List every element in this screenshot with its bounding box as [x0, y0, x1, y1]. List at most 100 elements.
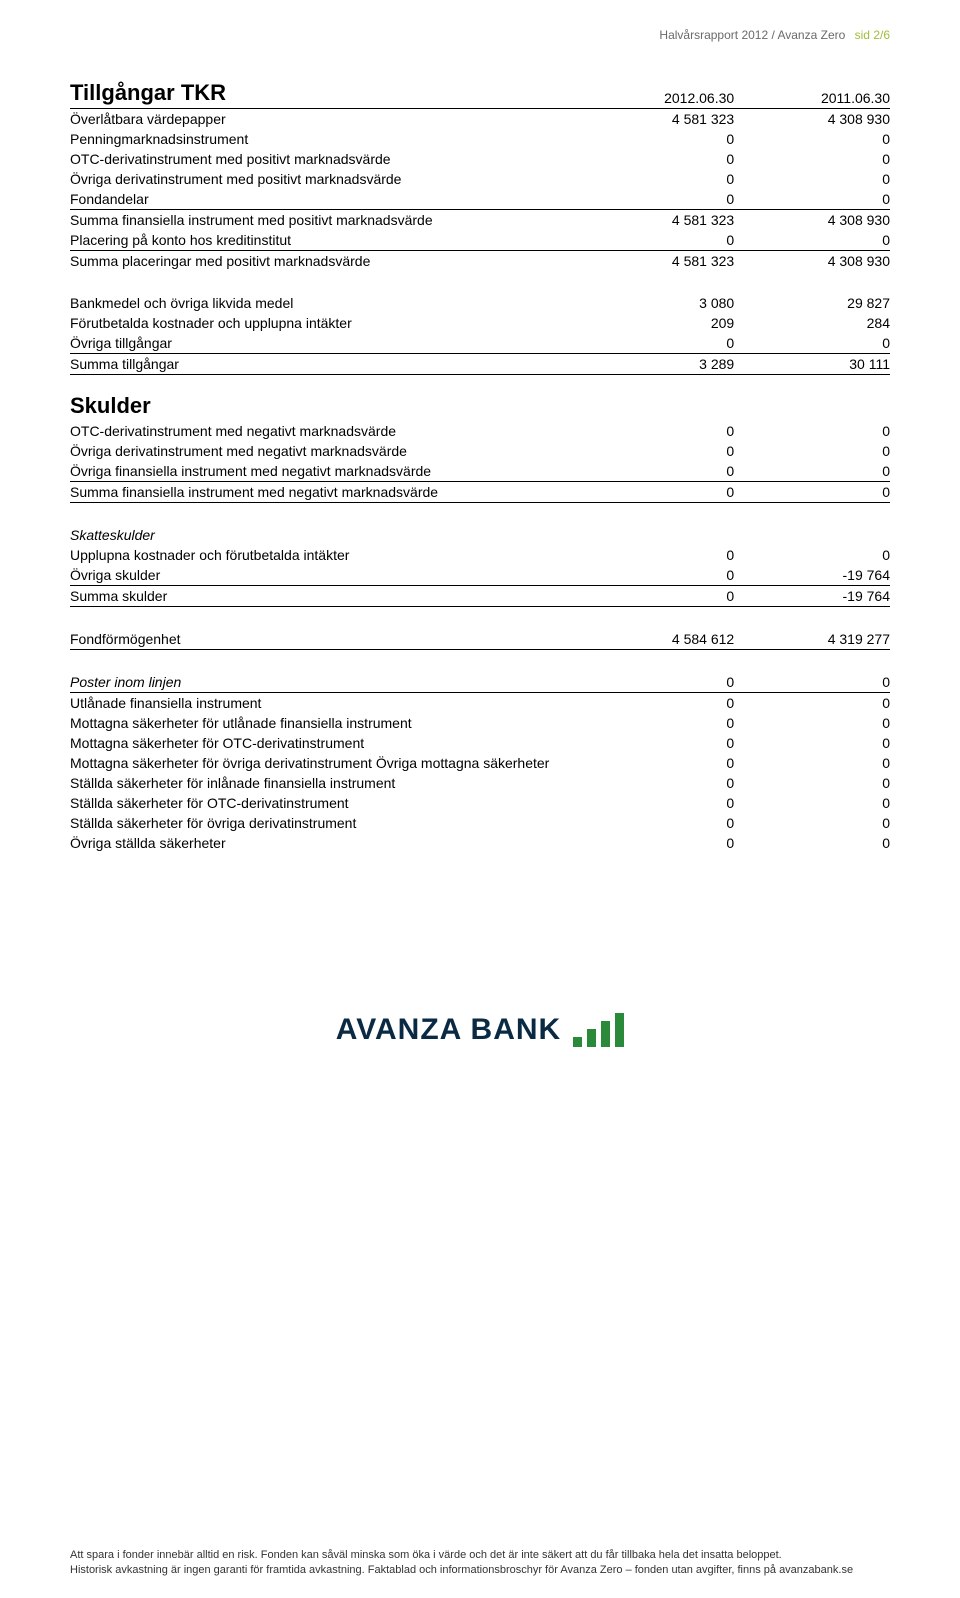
- row-val: 0: [734, 693, 890, 714]
- row-val: 0: [578, 672, 734, 693]
- col-2011: 2011.06.30: [734, 78, 890, 109]
- row-label: Övriga derivatinstrument med positivt ma…: [70, 169, 578, 189]
- col-2012: 2012.06.30: [578, 78, 734, 109]
- tax-heading: Skatteskulder: [70, 525, 578, 545]
- row-val: 0: [734, 733, 890, 753]
- row-val: 0: [734, 230, 890, 251]
- row-val: -19 764: [734, 565, 890, 586]
- row-val: 0: [578, 461, 734, 482]
- row-val: 0: [734, 421, 890, 441]
- row-label: Summa finansiella instrument med positiv…: [70, 210, 578, 231]
- row-label: Penningmarknadsinstrument: [70, 129, 578, 149]
- fund-val: 4 319 277: [734, 629, 890, 650]
- row-val: 0: [734, 545, 890, 565]
- row-val: 0: [578, 441, 734, 461]
- row-val: 0: [578, 149, 734, 169]
- row-label: Placering på konto hos kreditinstitut: [70, 230, 578, 251]
- row-val: 0: [578, 129, 734, 149]
- row-val: 0: [734, 169, 890, 189]
- fund-val: 4 584 612: [578, 629, 734, 650]
- bars-icon: [573, 1013, 624, 1047]
- row-val: 4 581 323: [578, 210, 734, 231]
- row-val: 0: [578, 813, 734, 833]
- row-val: 4 581 323: [578, 251, 734, 272]
- row-val: 3 289: [578, 354, 734, 375]
- row-label: Övriga finansiella instrument med negati…: [70, 461, 578, 482]
- assets-table: Tillgångar TKR 2012.06.30 2011.06.30 Öve…: [70, 78, 890, 375]
- row-label: Bankmedel och övriga likvida medel: [70, 293, 578, 313]
- row-label: Mottagna säkerheter för OTC-derivatinstr…: [70, 733, 578, 753]
- row-label: Övriga derivatinstrument med negativt ma…: [70, 441, 578, 461]
- footer-line-1: Att spara i fonder innebär alltid en ris…: [70, 1548, 890, 1563]
- row-label: Summa skulder: [70, 586, 578, 607]
- logo: AVANZA BANK: [70, 1013, 890, 1047]
- row-val: 0: [734, 713, 890, 733]
- row-val: 0: [734, 793, 890, 813]
- row-label: Ställda säkerheter för OTC-derivatinstru…: [70, 793, 578, 813]
- row-label: OTC-derivatinstrument med positivt markn…: [70, 149, 578, 169]
- row-val: 0: [734, 149, 890, 169]
- row-val: 4 581 323: [578, 109, 734, 130]
- row-val: 0: [578, 482, 734, 503]
- row-val: 0: [734, 773, 890, 793]
- row-val: 4 308 930: [734, 210, 890, 231]
- row-label: Utlånade finansiella instrument: [70, 693, 578, 714]
- row-val: 4 308 930: [734, 109, 890, 130]
- liabilities-title: Skulder: [70, 393, 890, 419]
- row-label: Ställda säkerheter för övriga derivatins…: [70, 813, 578, 833]
- row-label: Övriga tillgångar: [70, 333, 578, 354]
- row-val: 0: [578, 565, 734, 586]
- footer-line-2: Historisk avkastning är ingen garanti fö…: [70, 1563, 890, 1578]
- below-line-heading: Poster inom linjen: [70, 672, 578, 693]
- doc-title: Halvårsrapport 2012 / Avanza Zero: [659, 28, 845, 42]
- row-val: 0: [734, 441, 890, 461]
- row-label: Övriga skulder: [70, 565, 578, 586]
- row-val: 0: [578, 693, 734, 714]
- row-label: Övriga ställda säkerheter: [70, 833, 578, 853]
- row-val: 0: [734, 333, 890, 354]
- row-label: Överlåtbara värdepapper: [70, 109, 578, 130]
- row-val: 0: [734, 189, 890, 210]
- row-val: 0: [578, 793, 734, 813]
- row-val: 0: [578, 733, 734, 753]
- row-label: Fondandelar: [70, 189, 578, 210]
- page: Halvårsrapport 2012 / Avanza Zero sid 2/…: [0, 0, 960, 1598]
- row-val: 0: [734, 813, 890, 833]
- row-val: 0: [578, 753, 734, 773]
- row-label: Summa placeringar med positivt marknadsv…: [70, 251, 578, 272]
- row-val: 0: [578, 189, 734, 210]
- row-label: Mottagna säkerheter för övriga derivatin…: [70, 753, 578, 773]
- row-val: 29 827: [734, 293, 890, 313]
- row-label: Upplupna kostnader och förutbetalda intä…: [70, 545, 578, 565]
- page-number: sid 2/6: [855, 28, 890, 42]
- row-label: Summa finansiella instrument med negativ…: [70, 482, 578, 503]
- row-val: 284: [734, 313, 890, 333]
- row-val: 0: [578, 833, 734, 853]
- row-label: Ställda säkerheter för inlånade finansie…: [70, 773, 578, 793]
- page-header: Halvårsrapport 2012 / Avanza Zero sid 2/…: [70, 28, 890, 42]
- row-label: OTC-derivatinstrument med negativt markn…: [70, 421, 578, 441]
- row-val: 0: [734, 482, 890, 503]
- row-val: 0: [578, 713, 734, 733]
- row-label: Förutbetalda kostnader och upplupna intä…: [70, 313, 578, 333]
- row-val: 0: [578, 545, 734, 565]
- logo-text: AVANZA BANK: [336, 1013, 561, 1047]
- row-val: 0: [578, 169, 734, 189]
- row-val: 30 111: [734, 354, 890, 375]
- liabilities-table: OTC-derivatinstrument med negativt markn…: [70, 421, 890, 853]
- row-label: Mottagna säkerheter för utlånade finansi…: [70, 713, 578, 733]
- row-val: 0: [734, 833, 890, 853]
- row-val: -19 764: [734, 586, 890, 607]
- row-val: 0: [578, 421, 734, 441]
- row-val: 0: [578, 333, 734, 354]
- row-label: Summa tillgångar: [70, 354, 578, 375]
- row-val: 0: [734, 672, 890, 693]
- fund-label: Fondförmögenhet: [70, 629, 578, 650]
- assets-title: Tillgångar TKR: [70, 80, 226, 105]
- row-val: 0: [578, 586, 734, 607]
- row-val: 3 080: [578, 293, 734, 313]
- row-val: 0: [578, 773, 734, 793]
- footer: Att spara i fonder innebär alltid en ris…: [70, 1548, 890, 1578]
- row-val: 4 308 930: [734, 251, 890, 272]
- row-val: 0: [734, 129, 890, 149]
